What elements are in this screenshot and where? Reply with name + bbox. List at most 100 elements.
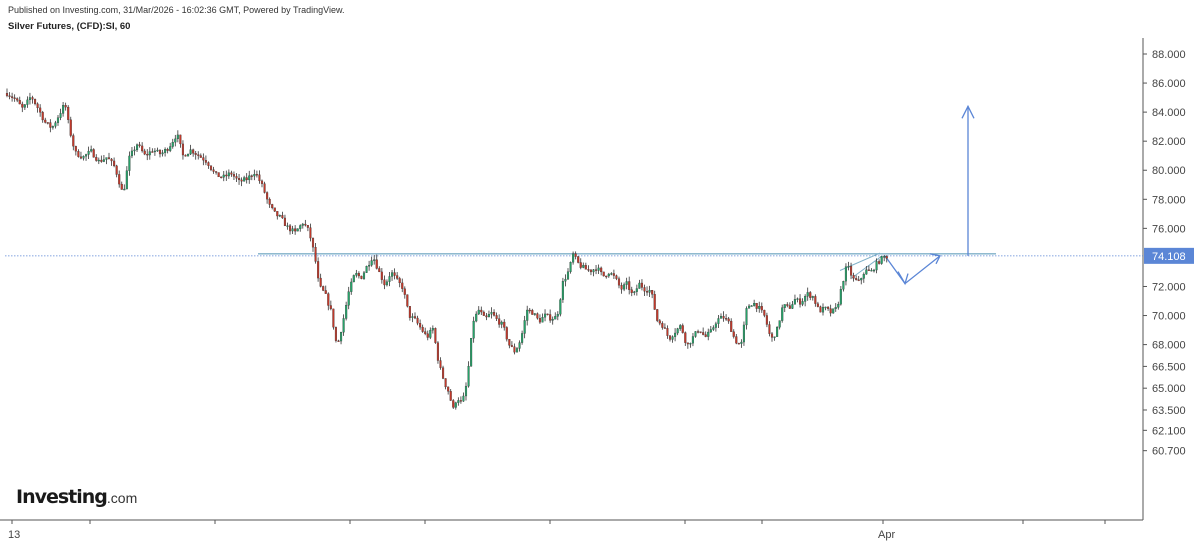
candle-body — [390, 272, 394, 277]
candle-body — [350, 281, 353, 292]
x-tick-label: Apr — [878, 529, 895, 541]
candle-body — [538, 318, 541, 323]
candle-body — [120, 183, 123, 190]
candle-body — [467, 366, 470, 387]
candle-body — [352, 275, 355, 283]
y-tick-label: 65.000 — [1152, 383, 1186, 395]
candle-body — [561, 281, 564, 300]
candle-body — [5, 93, 9, 96]
candle-body — [748, 305, 751, 309]
candle-body — [814, 296, 817, 304]
investing-logo: Investing.com — [16, 486, 138, 508]
candle-body — [100, 159, 103, 162]
candle-body — [602, 271, 605, 277]
candle-body — [865, 269, 868, 275]
candle-body — [842, 281, 845, 290]
candle-body — [212, 169, 215, 172]
candle-body — [880, 256, 883, 264]
candle-body — [317, 261, 320, 279]
candle-body — [36, 103, 39, 109]
candle-body — [329, 305, 332, 310]
candle-body — [13, 97, 16, 99]
candle-body — [528, 309, 531, 312]
candle-body — [77, 151, 80, 157]
candle-body — [334, 327, 337, 341]
candle-body — [801, 301, 804, 305]
candle-body — [202, 157, 205, 161]
candle-body — [299, 225, 302, 229]
candle-body — [365, 266, 368, 273]
candle-body — [872, 269, 876, 272]
candle-body — [750, 305, 753, 307]
candle-body — [559, 299, 562, 315]
candle-body — [74, 146, 77, 152]
candle-body — [49, 122, 52, 128]
candle-body — [819, 306, 822, 313]
candle-body — [176, 134, 179, 140]
candle-body — [490, 312, 493, 315]
candle-body — [648, 290, 651, 293]
candle-body — [850, 266, 853, 276]
candle-body — [115, 165, 118, 175]
candle-body — [459, 400, 462, 402]
candle-body — [689, 343, 692, 345]
candle-body — [220, 176, 223, 179]
candle-body — [847, 266, 850, 268]
candle-body — [87, 150, 90, 155]
candle-body — [380, 271, 383, 280]
candle-body — [281, 215, 284, 219]
candle-body — [714, 323, 717, 328]
candle-body — [146, 153, 149, 156]
candle-body — [95, 157, 98, 161]
candle-body — [589, 269, 592, 273]
candle-body — [452, 400, 455, 408]
candle-body — [821, 306, 825, 313]
candle-body — [174, 138, 177, 143]
candle-body — [102, 159, 105, 162]
candle-body — [322, 286, 325, 291]
candle-body — [429, 330, 432, 338]
candle-body — [179, 134, 182, 145]
candle-body — [454, 402, 457, 408]
candle-body — [799, 298, 802, 305]
candle-body — [758, 306, 761, 309]
y-tick-label: 88.000 — [1152, 49, 1186, 61]
candle-body — [704, 334, 707, 337]
candle-body — [492, 312, 496, 316]
candle-body — [362, 272, 366, 279]
candle-body — [776, 327, 779, 337]
candle-body — [587, 269, 590, 271]
candle-body — [82, 155, 85, 159]
candle-body — [653, 294, 656, 310]
candle-body — [671, 336, 674, 340]
candle-body — [702, 332, 705, 335]
candle-body — [370, 260, 373, 266]
candle-body — [406, 294, 409, 307]
candle-body — [464, 385, 468, 397]
candle-body — [28, 97, 31, 101]
candle-body — [18, 100, 21, 105]
candle-body — [199, 155, 202, 158]
candle-body — [674, 332, 677, 337]
candle-body — [809, 292, 812, 298]
candle-body — [324, 290, 327, 294]
candle-body — [133, 149, 136, 152]
candle-body — [765, 315, 768, 325]
candle-body — [531, 310, 534, 315]
candle-body — [646, 291, 649, 293]
candle-body — [582, 265, 585, 268]
candle-body — [827, 306, 830, 309]
candle-body — [105, 157, 108, 160]
candle-body — [577, 256, 580, 263]
candle-body — [227, 172, 230, 177]
candle-body — [635, 288, 638, 292]
candle-body — [482, 311, 485, 316]
candle-body — [46, 122, 49, 124]
candle-body — [852, 275, 855, 279]
candle-body — [867, 269, 870, 271]
candle-body — [816, 303, 819, 307]
candle-body — [878, 261, 881, 264]
candle-body — [444, 378, 447, 388]
projection-arrowhead — [929, 253, 941, 265]
